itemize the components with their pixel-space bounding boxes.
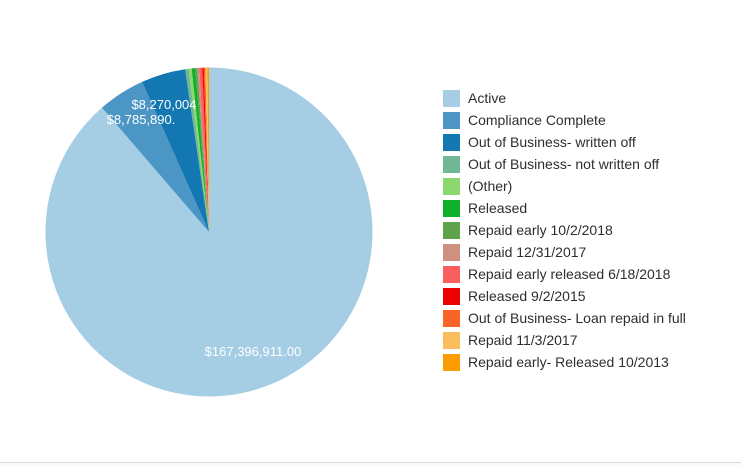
- pie-slice[interactable]: [199, 67, 209, 232]
- legend-swatch-icon: [443, 266, 460, 283]
- pie-data-label: $8,270,004: [131, 97, 196, 112]
- legend-swatch-icon: [443, 288, 460, 305]
- pie-slice[interactable]: [205, 67, 209, 232]
- legend-item-label: Repaid early 10/2/2018: [468, 222, 613, 238]
- legend-item-label: Out of Business- written off: [468, 134, 636, 150]
- legend-swatch-icon: [443, 112, 460, 129]
- legend-swatch-icon: [443, 222, 460, 239]
- pie-slice[interactable]: [185, 68, 209, 232]
- legend-swatch-icon: [443, 178, 460, 195]
- legend-item-label: Repaid early- Released 10/2013: [468, 354, 669, 370]
- legend-swatch-icon: [443, 310, 460, 327]
- pie-slice[interactable]: [45, 67, 373, 397]
- legend-swatch-icon: [443, 332, 460, 349]
- legend-swatch-icon: [443, 200, 460, 217]
- legend-item-label: Repaid early released 6/18/2018: [468, 266, 671, 282]
- legend-item-label: Active: [468, 90, 507, 106]
- footer-bar: [0, 462, 741, 466]
- legend-swatch-icon: [443, 354, 460, 371]
- pie-slice[interactable]: [188, 68, 209, 233]
- legend-item[interactable]: Out of Business- not written off: [443, 156, 686, 173]
- legend-swatch-icon: [443, 134, 460, 151]
- legend-item[interactable]: Repaid early released 6/18/2018: [443, 266, 686, 283]
- legend-item[interactable]: Repaid 11/3/2017: [443, 332, 686, 349]
- legend: Active Compliance Complete Out of Business…: [443, 90, 686, 376]
- legend-item-label: Released 9/2/2015: [468, 288, 586, 304]
- legend-item[interactable]: Out of Business- Loan repaid in full: [443, 310, 686, 327]
- legend-item[interactable]: Compliance Complete: [443, 112, 686, 129]
- pie-slice[interactable]: [202, 67, 209, 232]
- legend-swatch-icon: [443, 90, 460, 107]
- legend-item[interactable]: Active: [443, 90, 686, 107]
- pie-slice[interactable]: [197, 67, 209, 232]
- legend-item-label: Released: [468, 200, 528, 216]
- legend-item-label: Out of Business- not written off: [468, 156, 660, 172]
- pie-slice[interactable]: [142, 69, 209, 232]
- legend-item[interactable]: Released: [443, 200, 686, 217]
- pie-slice[interactable]: [203, 67, 209, 232]
- pie-slice[interactable]: [191, 68, 209, 232]
- legend-item-label: Compliance Complete: [468, 112, 606, 128]
- legend-item[interactable]: Out of Business- written off: [443, 134, 686, 151]
- pie-slice[interactable]: [101, 81, 209, 233]
- legend-item[interactable]: Released 9/2/2015: [443, 288, 686, 305]
- legend-item[interactable]: Repaid 12/31/2017: [443, 244, 686, 261]
- legend-item-label: Repaid 12/31/2017: [468, 244, 587, 260]
- pie-slice[interactable]: [207, 67, 209, 233]
- legend-item-label: Repaid 11/3/2017: [468, 332, 578, 348]
- pie-slice[interactable]: [195, 67, 209, 233]
- pie-data-label: $8,785,890.: [107, 112, 176, 127]
- legend-swatch-icon: [443, 244, 460, 261]
- legend-item[interactable]: Repaid early- Released 10/2013: [443, 354, 686, 371]
- legend-item-label: (Other): [468, 178, 513, 194]
- legend-item[interactable]: Repaid early 10/2/2018: [443, 222, 686, 239]
- legend-swatch-icon: [443, 156, 460, 173]
- legend-item[interactable]: (Other): [443, 178, 686, 195]
- legend-item-label: Out of Business- Loan repaid in full: [468, 310, 686, 326]
- pie-data-label: $167,396,911.00: [205, 344, 302, 359]
